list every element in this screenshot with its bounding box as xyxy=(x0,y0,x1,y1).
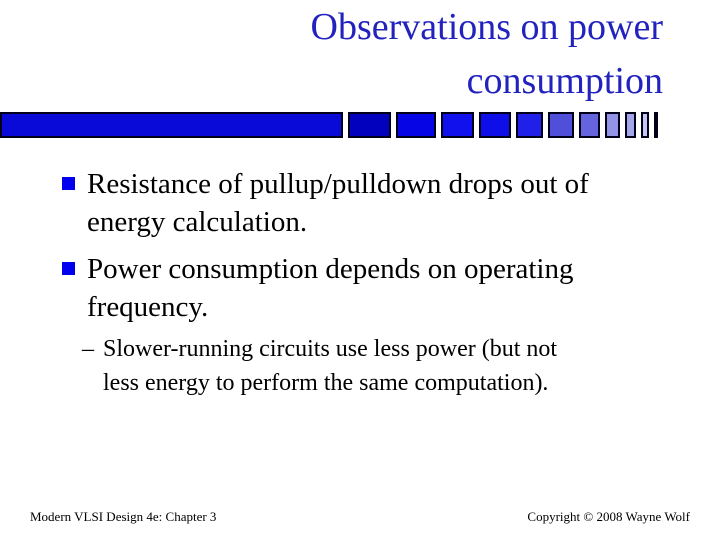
bullet-item-resistance: Resistance of pullup/pulldown drops out … xyxy=(62,165,700,241)
bullet-text-line: energy calculation. xyxy=(87,206,308,238)
bullet-text-line: frequency. xyxy=(87,291,209,323)
bullet-text: Resistance of pullup/pulldown drops out … xyxy=(87,165,589,241)
divider-bar xyxy=(0,112,658,138)
divider-bar-segment xyxy=(0,112,343,138)
sub-bullet-text-line: Slower-running circuits use less power (… xyxy=(103,336,558,362)
divider-bar-segment xyxy=(579,112,600,138)
footer-left-text: Modern VLSI Design 4e: Chapter 3 xyxy=(30,509,217,524)
divider-bar-segment xyxy=(548,112,574,138)
slide-body: Resistance of pullup/pulldown drops out … xyxy=(62,165,700,400)
divider-bar-segment xyxy=(641,112,649,138)
divider-bar-segment xyxy=(654,112,658,138)
divider-bar-segment xyxy=(605,112,620,138)
bullet-text-line: Resistance of pullup/pulldown drops out … xyxy=(87,168,589,200)
sub-bullet-text-line: less energy to perform the same computat… xyxy=(103,370,549,396)
divider-bar-segment xyxy=(479,112,511,138)
bullet-square-icon xyxy=(62,262,75,275)
dash-bullet-icon: – xyxy=(82,336,94,362)
divider-bar-segment xyxy=(396,112,436,138)
slide-title-line-1: Observations on power xyxy=(310,6,663,48)
bullet-square-icon xyxy=(62,177,75,190)
bullet-text-line: Power consumption depends on operating xyxy=(87,253,574,285)
footer-right-text: Copyright © 2008 Wayne Wolf xyxy=(527,509,690,524)
sub-bullet-text: Slower-running circuits use less power (… xyxy=(103,332,557,400)
slide-title-line-2: consumption xyxy=(466,60,663,102)
bullet-text: Power consumption depends on operating f… xyxy=(87,250,573,326)
divider-bar-segment xyxy=(441,112,474,138)
slide-title: Observations on power consumption xyxy=(40,0,663,108)
bullet-item-power-consumption: Power consumption depends on operating f… xyxy=(62,250,700,326)
slide-footer: Modern VLSI Design 4e: Chapter 3 Copyrig… xyxy=(30,509,690,525)
divider-bar-segment xyxy=(516,112,543,138)
divider-bar-segment xyxy=(625,112,636,138)
sub-bullet-item-slower-circuits: – Slower-running circuits use less power… xyxy=(82,332,700,400)
divider-bar-segment xyxy=(348,112,391,138)
